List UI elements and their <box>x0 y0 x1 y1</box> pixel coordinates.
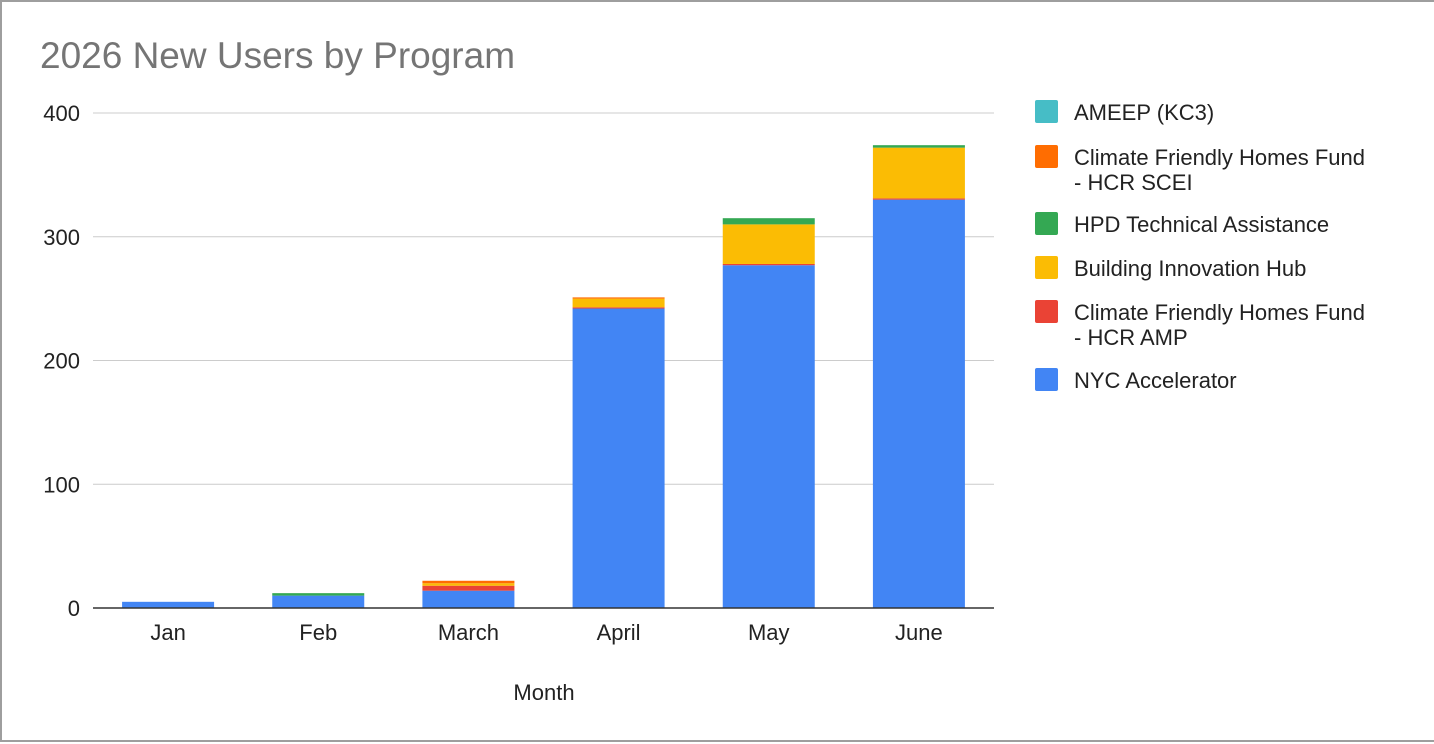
bar-segment <box>572 308 665 608</box>
x-tick-label: June <box>895 620 943 645</box>
legend-item: HPD Technical Assistance <box>1035 212 1329 237</box>
legend: AMEEP (KC3) Climate Friendly Homes Fund - … <box>1035 100 1365 393</box>
bar-segment <box>722 265 815 608</box>
y-tick-label: 400 <box>43 101 80 126</box>
bar-segment <box>422 585 515 591</box>
legend-label: Climate Friendly Homes Fund - HCR SCEI <box>1074 145 1365 195</box>
legend-swatch <box>1035 212 1058 235</box>
legend-label: NYC Accelerator <box>1074 368 1237 393</box>
y-tick-label: 200 <box>43 349 80 374</box>
legend-item: Building Innovation Hub <box>1035 256 1306 281</box>
legend-item: Climate Friendly Homes Fund - HCR SCEI <box>1035 145 1365 195</box>
chart-title: 2026 New Users by Program <box>40 35 515 76</box>
y-tick-label: 0 <box>68 596 80 621</box>
bar-segment <box>422 583 515 586</box>
bar-stack <box>422 580 515 608</box>
bar-segment <box>422 590 515 608</box>
legend-swatch <box>1035 145 1058 168</box>
bar-stack <box>122 601 215 608</box>
legend-label: Building Innovation Hub <box>1074 256 1306 281</box>
legend-label: AMEEP (KC3) <box>1074 100 1214 125</box>
bar-segment <box>572 307 665 309</box>
x-axis-title: Month <box>513 680 574 705</box>
bar-stack <box>722 218 815 608</box>
bar-segment <box>872 198 965 200</box>
x-axis-ticks: Jan Feb March April May June <box>150 620 942 645</box>
legend-swatch <box>1035 256 1058 279</box>
legend-label: HPD Technical Assistance <box>1074 212 1329 237</box>
bar-segment <box>572 297 665 299</box>
x-tick-label: May <box>748 620 790 645</box>
bars <box>122 145 965 608</box>
x-tick-label: April <box>597 620 641 645</box>
legend-item: Climate Friendly Homes Fund - HCR AMP <box>1035 300 1365 350</box>
bar-segment <box>272 593 365 596</box>
x-tick-label: Feb <box>299 620 337 645</box>
bar-segment <box>122 601 215 608</box>
y-tick-label: 300 <box>43 225 80 250</box>
bar-segment <box>272 595 365 608</box>
legend-swatch <box>1035 368 1058 391</box>
legend-swatch <box>1035 300 1058 323</box>
bar-segment <box>722 218 815 225</box>
bar-segment <box>422 580 515 584</box>
legend-label: Climate Friendly Homes Fund - HCR AMP <box>1074 300 1365 350</box>
legend-item: NYC Accelerator <box>1035 368 1237 393</box>
bar-segment <box>872 145 965 148</box>
bar-stack <box>572 297 665 608</box>
gridlines <box>93 112 994 485</box>
bar-segment <box>722 224 815 264</box>
legend-item: AMEEP (KC3) <box>1035 100 1214 125</box>
y-tick-label: 100 <box>43 472 80 497</box>
bar-segment <box>872 199 965 608</box>
bar-stack <box>872 145 965 608</box>
bar-segment <box>722 263 815 266</box>
bar-segment <box>572 298 665 308</box>
x-tick-label: March <box>438 620 499 645</box>
bar-segment <box>872 147 965 199</box>
legend-swatch <box>1035 100 1058 123</box>
y-axis-ticks: 0 100 200 300 400 <box>43 101 80 621</box>
x-tick-label: Jan <box>150 620 185 645</box>
bar-stack <box>272 593 365 608</box>
